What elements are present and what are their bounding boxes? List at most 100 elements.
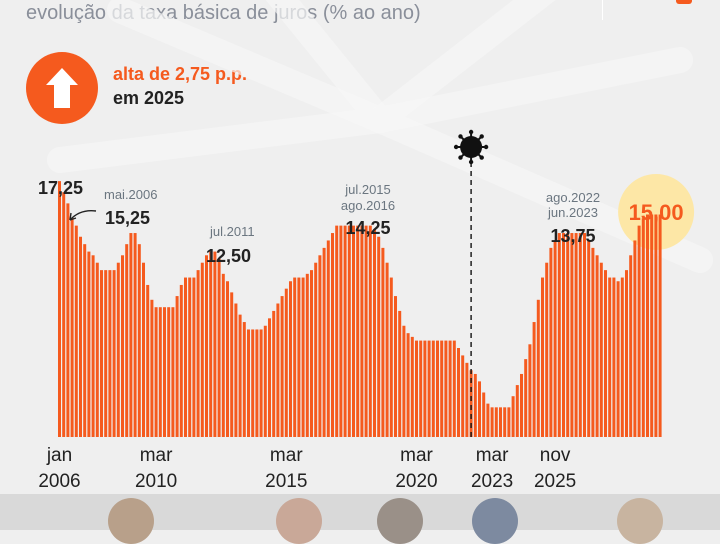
- bar: [121, 255, 124, 437]
- bar: [394, 296, 397, 437]
- bar: [360, 225, 364, 437]
- bar: [608, 277, 612, 437]
- pointer-arrowhead: [69, 212, 77, 221]
- bar: [578, 233, 582, 437]
- bar: [95, 262, 99, 437]
- bar: [549, 247, 553, 437]
- bar: [331, 233, 334, 437]
- background-ray: [367, 0, 556, 133]
- bar: [562, 233, 565, 437]
- bar: [242, 322, 246, 437]
- bar: [650, 214, 654, 437]
- bar: [528, 344, 532, 437]
- x-tick-month: nov: [540, 445, 571, 466]
- x-tick-month: jan: [46, 445, 72, 466]
- bar: [70, 218, 74, 437]
- bar: [200, 262, 204, 437]
- bar: [251, 329, 255, 437]
- president-photo: [276, 498, 322, 544]
- bar: [74, 225, 78, 437]
- bar: [209, 251, 213, 437]
- bar: [448, 340, 452, 437]
- bar: [499, 407, 502, 437]
- bar: [247, 329, 250, 437]
- bar: [129, 233, 133, 437]
- bar: [234, 303, 238, 437]
- arrow-up-icon: [46, 68, 78, 108]
- data-label-date: jul.2015: [344, 182, 391, 197]
- bar: [536, 299, 540, 437]
- bar: [524, 359, 528, 437]
- bar: [553, 240, 557, 437]
- bar: [494, 407, 498, 437]
- bar: [620, 277, 624, 437]
- data-label-current: 15,00: [629, 200, 684, 225]
- bar: [125, 244, 129, 437]
- bar: [150, 299, 154, 437]
- bar: [163, 307, 166, 437]
- bar: [373, 229, 376, 437]
- bar: [604, 270, 607, 437]
- bar: [322, 247, 326, 437]
- bar: [444, 340, 448, 437]
- bar: [629, 255, 633, 437]
- bar: [175, 296, 179, 437]
- bar: [343, 225, 347, 437]
- bar: [91, 255, 95, 437]
- bar: [104, 270, 108, 437]
- bar: [389, 277, 393, 437]
- bar: [415, 340, 418, 437]
- x-tick-year: 2010: [135, 471, 177, 492]
- bar: [473, 373, 477, 437]
- bar: [532, 322, 536, 437]
- bar: [520, 373, 523, 437]
- bar: [612, 277, 616, 437]
- bar: [599, 262, 603, 437]
- bar: [515, 385, 519, 437]
- bar: [616, 281, 620, 437]
- bar: [427, 340, 431, 437]
- headline-year: em 2025: [113, 88, 185, 108]
- data-label-date: jun.2023: [547, 205, 598, 220]
- bar: [196, 270, 200, 437]
- president-photo: [108, 498, 154, 544]
- bar: [238, 314, 242, 437]
- x-tick-year: 2025: [534, 471, 576, 492]
- bar: [587, 240, 591, 437]
- bar: [221, 273, 225, 437]
- bar: [213, 251, 217, 437]
- bar: [436, 340, 439, 437]
- bar: [465, 362, 469, 437]
- bar: [108, 270, 112, 437]
- bar: [318, 255, 322, 437]
- bar: [297, 277, 301, 437]
- increase-badge: [26, 52, 98, 124]
- data-label-date: mai.2006: [104, 187, 157, 202]
- x-tick-month: mar: [270, 445, 303, 466]
- x-tick-month: mar: [476, 445, 509, 466]
- bar: [364, 225, 368, 437]
- bar: [633, 240, 637, 437]
- bar: [410, 336, 414, 437]
- x-tick-year: 2006: [38, 471, 80, 492]
- bar: [566, 233, 570, 437]
- bar: [179, 284, 183, 437]
- bar: [398, 310, 402, 437]
- bar: [305, 273, 309, 437]
- bar: [154, 307, 158, 437]
- bar: [482, 392, 486, 437]
- bar: [167, 307, 171, 437]
- bar: [284, 288, 288, 437]
- bar: [402, 325, 406, 437]
- bar: [79, 236, 82, 437]
- bar: [293, 277, 297, 437]
- bar: [263, 325, 267, 437]
- bar: [301, 277, 305, 437]
- bar: [133, 233, 137, 437]
- bar: [419, 340, 423, 437]
- bar: [574, 233, 578, 437]
- bar: [431, 340, 435, 437]
- bar: [511, 396, 515, 437]
- pointer-arrow: [69, 210, 97, 221]
- bar: [259, 329, 263, 437]
